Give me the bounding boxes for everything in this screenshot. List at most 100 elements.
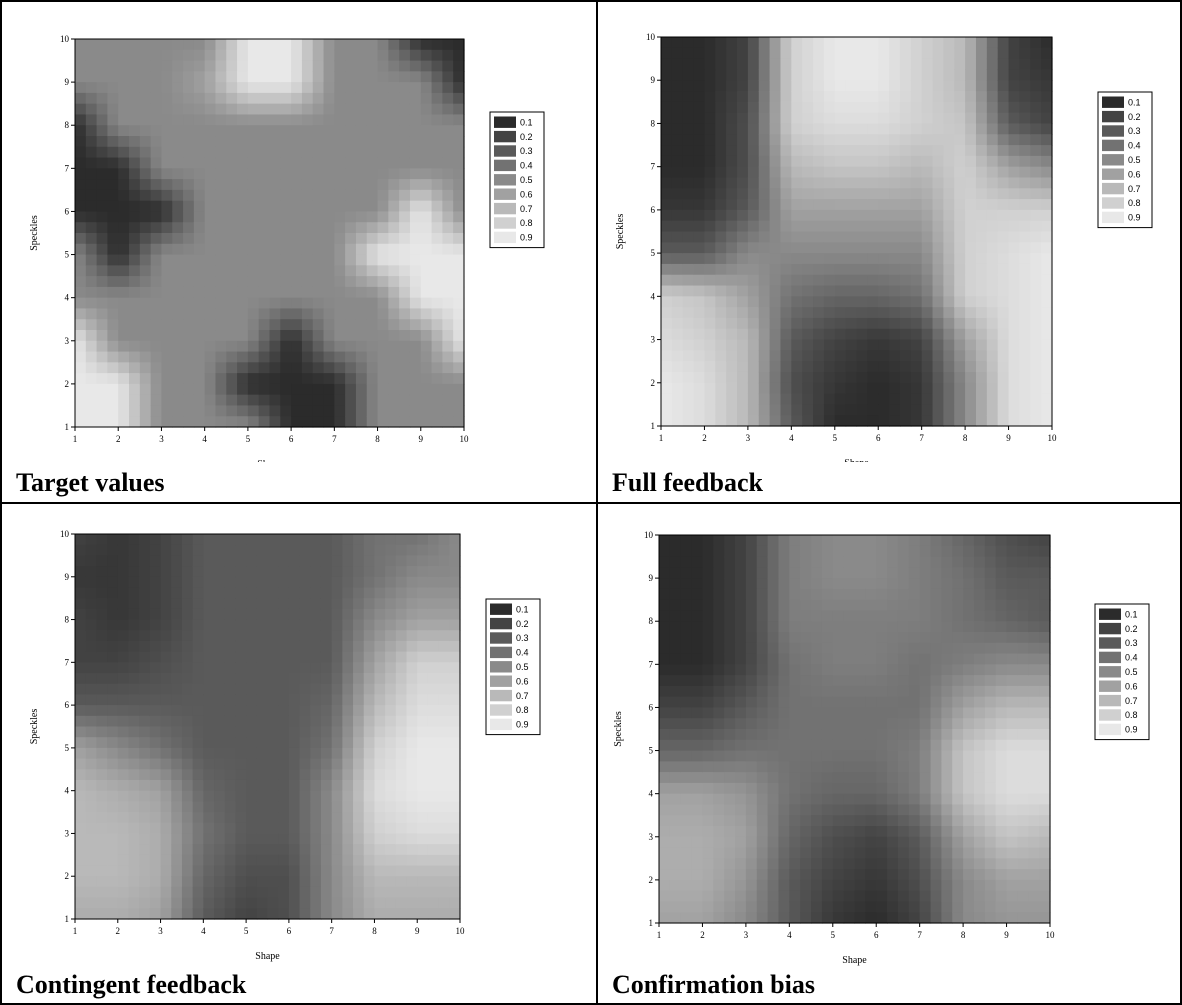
heatmap-cell	[724, 890, 736, 903]
heatmap-cell	[353, 886, 365, 899]
heatmap-cell	[377, 319, 389, 331]
heatmap-cell	[299, 822, 311, 835]
heatmap-cell	[737, 285, 749, 297]
heatmap-cell	[288, 662, 301, 674]
heatmap-cell	[975, 47, 988, 60]
heatmap-cell	[997, 263, 1010, 276]
heatmap-cell	[363, 833, 376, 845]
heatmap-cell	[388, 276, 400, 288]
heatmap-cell	[921, 145, 934, 157]
heatmap-cell	[802, 123, 814, 135]
y-tick-label: 2	[651, 378, 656, 388]
heatmap-cell	[932, 188, 944, 200]
heatmap-cell	[821, 901, 834, 913]
heatmap-cell	[986, 134, 999, 146]
heatmap-cell	[299, 897, 311, 909]
heatmap-cell	[312, 189, 325, 202]
heatmap-cell	[107, 233, 119, 245]
y-tick-label: 1	[651, 421, 656, 431]
heatmap-cell	[366, 416, 379, 428]
heatmap-cell	[107, 92, 119, 105]
heatmap-cell	[399, 222, 411, 234]
heatmap-cell	[96, 39, 109, 51]
heatmap-cell	[453, 49, 465, 62]
heatmap-cell	[107, 598, 119, 610]
heatmap-cell	[691, 793, 704, 806]
heatmap-cell	[813, 37, 825, 49]
heatmap-cell	[778, 578, 790, 590]
heatmap-cell	[691, 664, 704, 676]
heatmap-cell	[682, 253, 695, 265]
heatmap-cell	[1030, 274, 1042, 287]
heatmap-cell	[107, 694, 119, 706]
heatmap-cell	[118, 297, 130, 310]
heatmap-cell	[659, 653, 671, 665]
heatmap-cell	[735, 621, 747, 633]
heatmap-cell	[172, 308, 184, 320]
heatmap-cell	[171, 812, 183, 824]
heatmap-cell	[214, 619, 226, 631]
heatmap-cell	[118, 351, 130, 363]
heatmap-cell	[735, 858, 747, 870]
heatmap-cell	[724, 535, 736, 547]
x-tick-label: 7	[329, 926, 334, 936]
heatmap-cell	[388, 71, 400, 83]
heatmap-cell	[237, 276, 249, 288]
heatmap-cell	[291, 103, 303, 116]
heatmap-cell	[899, 339, 912, 351]
heatmap-cell	[214, 876, 226, 888]
heatmap-cell	[355, 179, 368, 191]
heatmap-cell	[669, 535, 682, 547]
heatmap-cell	[878, 134, 890, 146]
heatmap-cell	[832, 567, 845, 579]
heatmap-cell	[876, 610, 888, 622]
heatmap-cell	[1041, 263, 1053, 276]
heatmap-cell	[758, 155, 771, 168]
heatmap-cell	[258, 243, 271, 256]
heatmap-cell	[278, 886, 290, 899]
heatmap-cell	[1019, 274, 1031, 287]
heatmap-cell	[921, 177, 934, 189]
heatmap-cell	[789, 858, 801, 870]
heatmap-cell	[737, 145, 749, 157]
heatmap-cell	[267, 812, 279, 824]
heatmap-cell	[745, 588, 758, 601]
heatmap-cell	[897, 696, 910, 709]
heatmap-cell	[129, 168, 141, 180]
heatmap-cell	[932, 134, 944, 146]
heatmap-cell	[161, 189, 173, 202]
heatmap-cell	[854, 718, 866, 730]
heatmap-cell	[75, 383, 87, 396]
heatmap-cell	[997, 371, 1010, 384]
heatmap-cell	[438, 865, 450, 877]
heatmap-cell	[288, 897, 301, 909]
heatmap-cell	[323, 114, 335, 126]
heatmap-cell	[1041, 242, 1053, 254]
heatmap-cell	[256, 566, 269, 578]
heatmap-cell	[932, 296, 944, 308]
heatmap-cell	[737, 350, 749, 362]
heatmap-cell	[713, 718, 725, 730]
heatmap-cell	[778, 739, 790, 752]
heatmap-cell	[921, 155, 934, 168]
heatmap-cell	[288, 576, 301, 589]
heatmap-cell	[353, 651, 365, 663]
heatmap-cell	[214, 566, 226, 578]
heatmap-cell	[150, 383, 163, 396]
heatmap-cell	[312, 265, 325, 277]
heatmap-cell	[192, 844, 204, 856]
heatmap-cell	[355, 276, 368, 288]
heatmap-cell	[1008, 339, 1021, 351]
heatmap-cell	[301, 330, 314, 342]
heatmap-cell	[385, 715, 397, 728]
heatmap-cell	[96, 179, 109, 191]
heatmap-cell	[780, 317, 792, 330]
heatmap-cell	[117, 790, 130, 802]
heatmap-cell	[845, 317, 858, 330]
heatmap-cell	[715, 37, 727, 49]
heatmap-cell	[331, 630, 343, 642]
heatmap-cell	[215, 276, 227, 288]
heatmap-cell	[139, 103, 152, 116]
heatmap-cell	[780, 37, 792, 49]
heatmap-cell	[388, 373, 400, 385]
